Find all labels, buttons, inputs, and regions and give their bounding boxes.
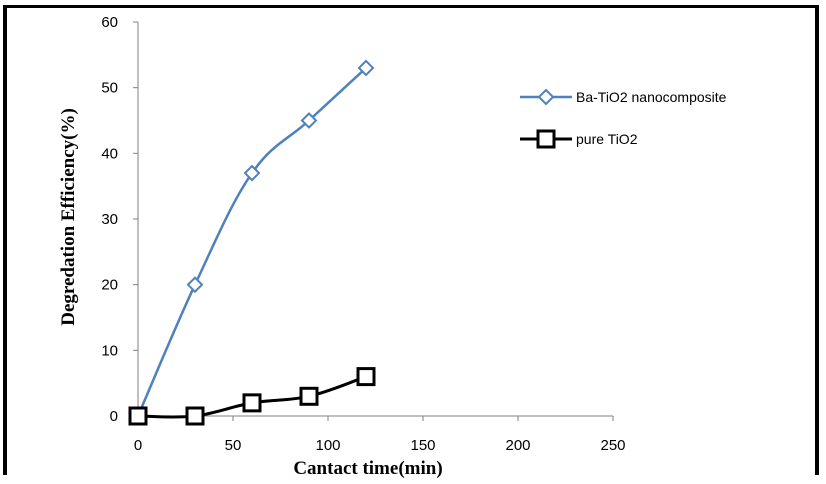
y-tick-label: 10 (101, 342, 118, 359)
legend-marker (536, 129, 556, 149)
y-tick-label: 50 (101, 80, 118, 97)
y-tick-label: 0 (110, 408, 118, 425)
y-axis-title: Degredation Efficiency(%) (58, 108, 79, 326)
x-tick-label: 150 (410, 437, 435, 454)
chart-frame (3, 5, 819, 475)
y-tick-label: 30 (101, 211, 118, 228)
legend-item: pure TiO2 (520, 129, 638, 149)
legend-marker (537, 88, 555, 106)
x-tick-label: 50 (225, 437, 242, 454)
data-point (186, 276, 204, 294)
series-layer (128, 59, 376, 426)
data-point (185, 406, 205, 426)
y-tick-label: 20 (101, 277, 118, 294)
series-line (136, 67, 367, 417)
data-point (300, 112, 318, 129)
y-tick-label: 40 (101, 145, 118, 162)
x-tick-label: 250 (600, 437, 625, 454)
legend-label: Ba-TiO2 nanocomposite (576, 89, 727, 105)
legend: Ba-TiO2 nanocomposite pure TiO2 (520, 88, 727, 149)
x-tick-label: 0 (134, 437, 142, 454)
data-point (128, 406, 148, 426)
data-point (357, 59, 375, 77)
x-axis-title: Cantact time(min) (293, 458, 442, 479)
data-point (299, 386, 319, 406)
axes: 0 10 20 30 40 50 60 0 50 100 150 200 250 (101, 14, 625, 454)
legend-label: pure TiO2 (576, 131, 638, 147)
y-tick-label: 60 (101, 14, 118, 31)
x-tick-label: 200 (505, 437, 530, 454)
series-2 (128, 367, 376, 426)
x-tick-label: 100 (315, 437, 340, 454)
data-point (243, 164, 261, 182)
data-point (242, 393, 262, 413)
legend-item: Ba-TiO2 nanocomposite (520, 88, 727, 106)
data-point (356, 367, 376, 387)
series-1 (129, 59, 375, 425)
